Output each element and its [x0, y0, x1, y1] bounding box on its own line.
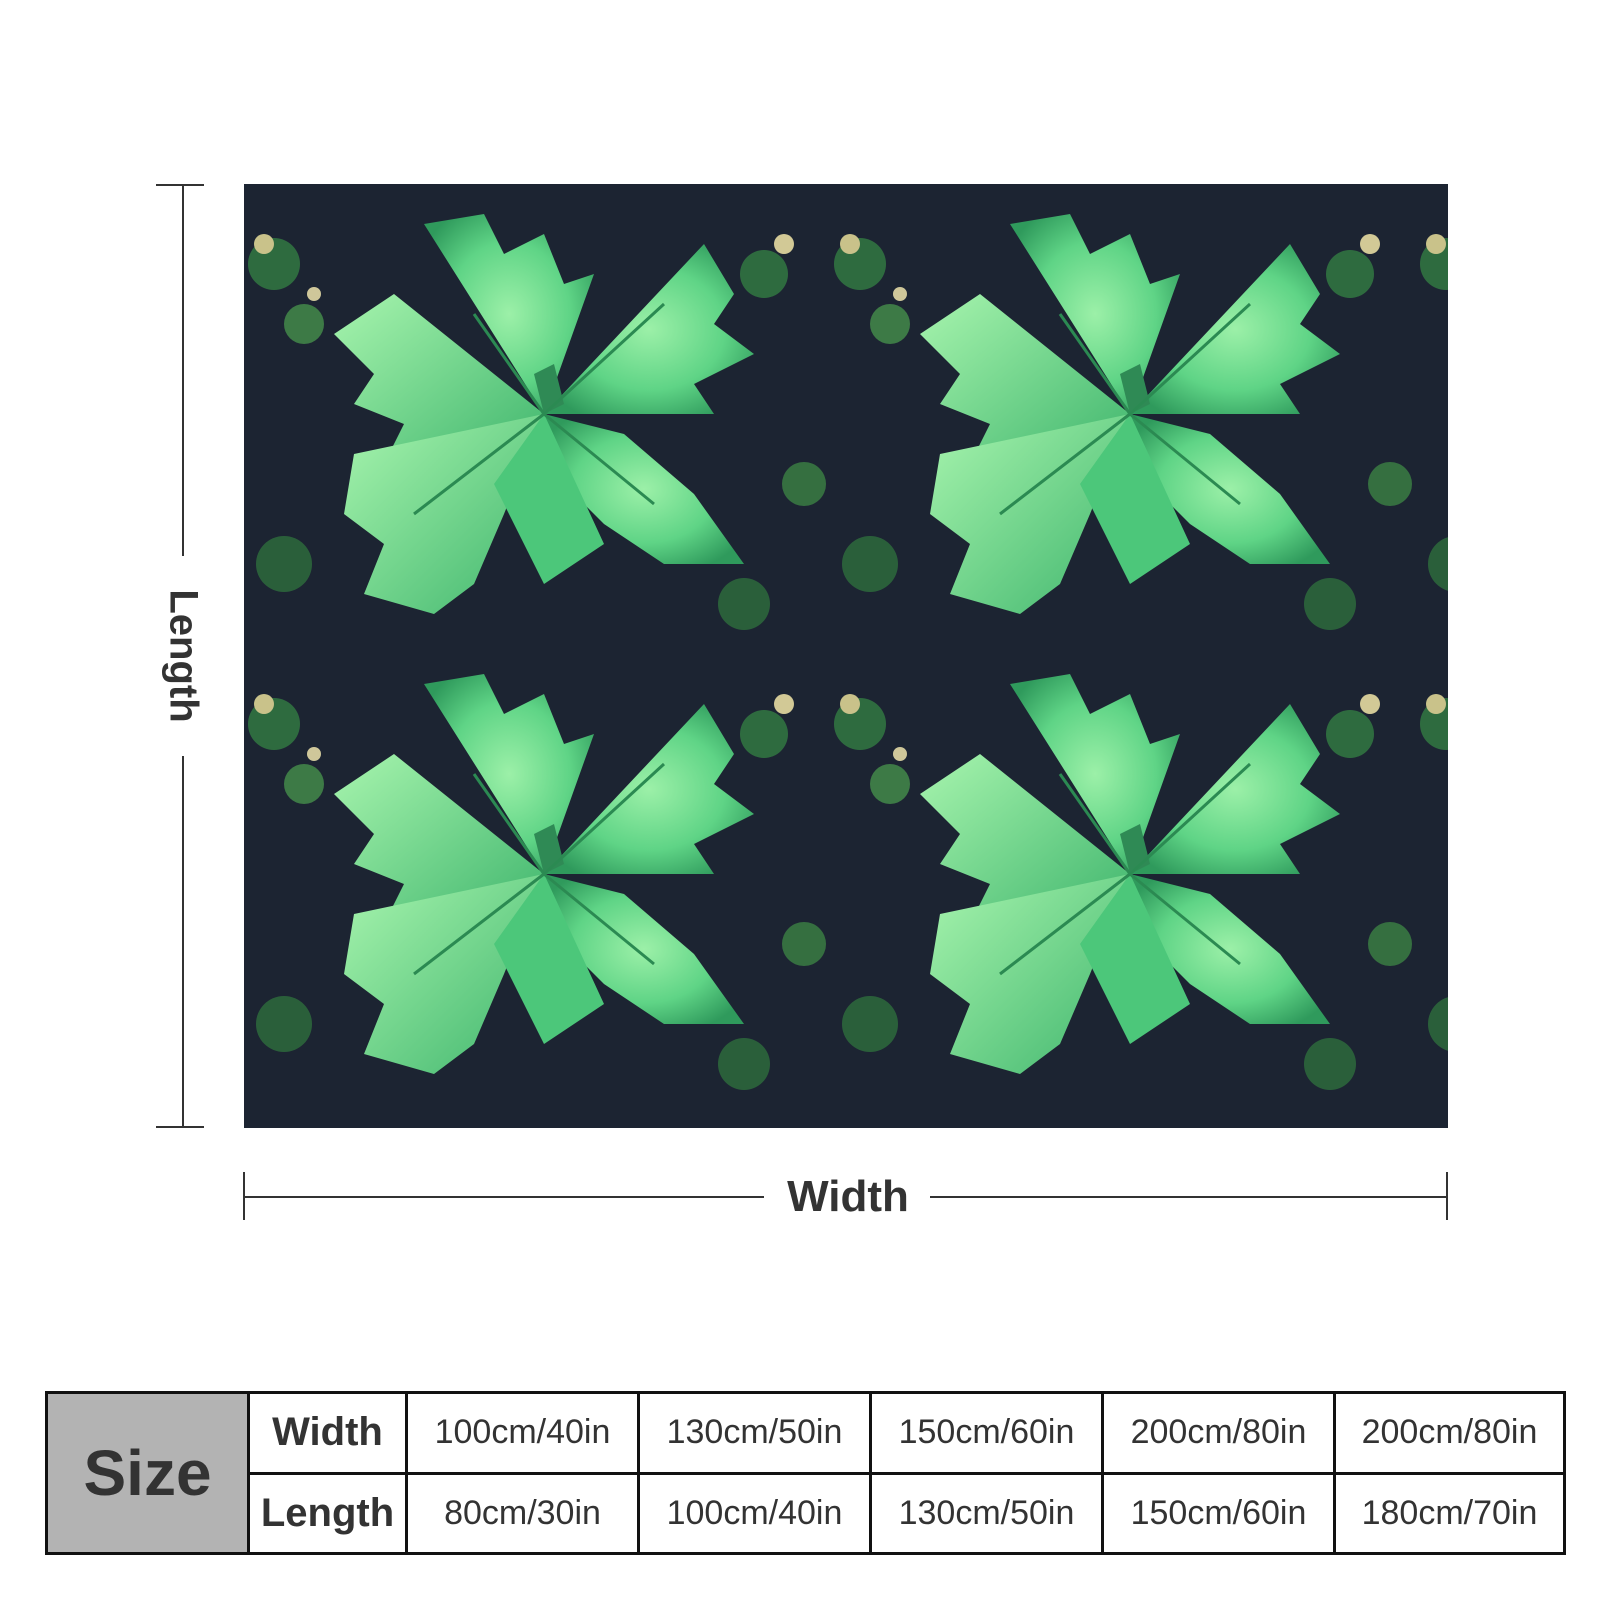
length-bottom-cap: [156, 1126, 204, 1128]
length-label: Length: [161, 589, 206, 723]
length-value: 150cm/60in: [1101, 1471, 1336, 1555]
length-line-top: [182, 184, 184, 556]
length-value: 100cm/40in: [637, 1471, 872, 1555]
blanket-image: [244, 184, 1448, 1128]
length-line-bottom: [182, 756, 184, 1128]
length-value: 80cm/30in: [405, 1471, 640, 1555]
width-right-cap: [1446, 1172, 1448, 1220]
width-value: 150cm/60in: [869, 1391, 1104, 1475]
length-top-cap: [156, 184, 204, 186]
nettle-leaves-pattern-image: [244, 184, 1448, 1128]
size-row-width: Size Width 100cm/40in 130cm/50in 150cm/6…: [45, 1391, 1566, 1555]
width-value: 100cm/40in: [405, 1391, 640, 1475]
size-row-length: Length 80cm/30in 100cm/40in 130cm/50in 1…: [47, 1471, 1566, 1555]
length-value: 130cm/50in: [869, 1471, 1104, 1555]
width-label: Width: [787, 1172, 909, 1221]
width-line-right: [930, 1196, 1448, 1198]
width-value: 200cm/80in: [1101, 1391, 1336, 1475]
size-table: Size Width 100cm/40in 130cm/50in 150cm/6…: [45, 1391, 1566, 1555]
length-row-label: Length: [247, 1471, 408, 1555]
size-header: Size: [45, 1391, 250, 1555]
length-value: 180cm/70in: [1333, 1471, 1566, 1555]
width-row-label: Width: [247, 1391, 408, 1475]
width-value: 200cm/80in: [1333, 1391, 1566, 1475]
width-line-left: [244, 1196, 764, 1198]
width-value: 130cm/50in: [637, 1391, 872, 1475]
